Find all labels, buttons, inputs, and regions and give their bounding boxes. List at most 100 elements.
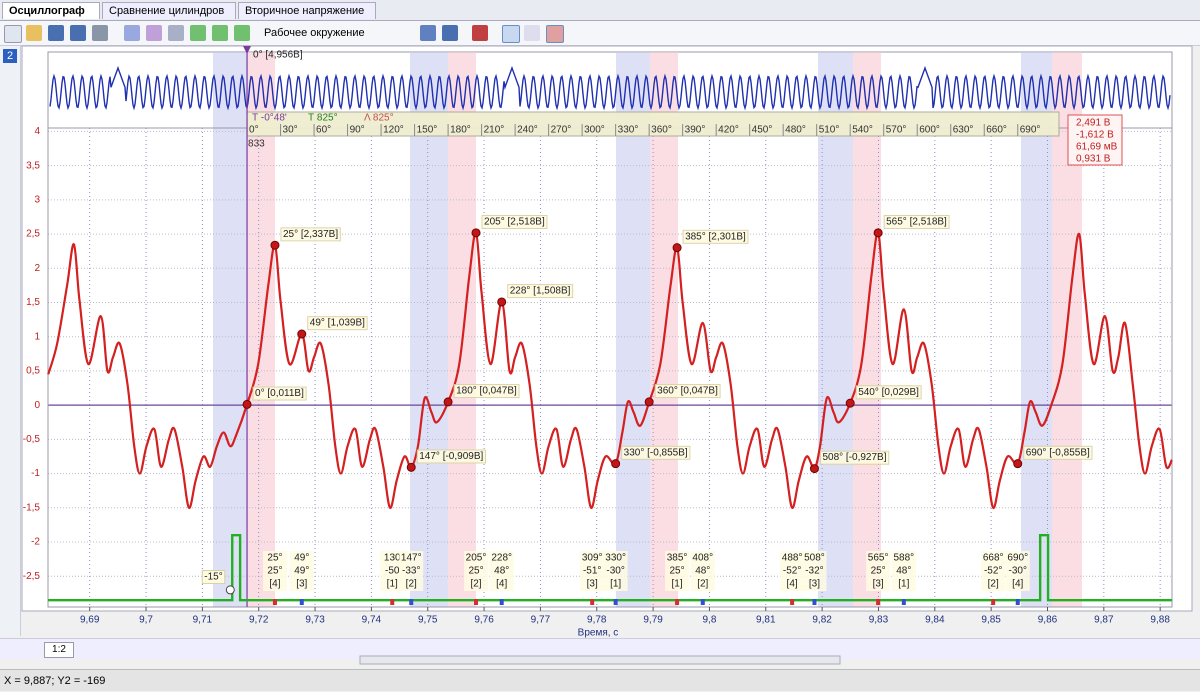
tool-button[interactable] <box>168 25 184 41</box>
zoom-level[interactable]: 1:2 <box>44 642 74 658</box>
band <box>853 52 881 607</box>
tab-bar: Осциллограф Сравнение цилиндров Вторично… <box>0 0 1200 21</box>
cylinder-label: 130 <box>384 553 401 564</box>
cylinder-label: 147° <box>401 553 422 564</box>
cylinder-label: [2] <box>697 579 708 590</box>
cylinder-label: 588° <box>893 553 914 564</box>
degree-tick-label: 510° <box>819 125 840 136</box>
tool-button[interactable] <box>92 25 108 41</box>
tool-button[interactable] <box>212 25 228 41</box>
marker-dot <box>497 297 507 307</box>
cylinder-label: [4] <box>269 579 280 590</box>
marker-label-bg <box>654 384 721 399</box>
cylinder-label: [2] <box>470 579 481 590</box>
tool-button[interactable] <box>124 25 140 41</box>
marker-label: 180° [0,047В] <box>456 386 517 397</box>
marker-label: 147° [-0,909В] <box>419 451 483 462</box>
cylinder-label: 488° <box>782 553 803 564</box>
cylinder-tick <box>991 599 996 605</box>
cylinder-label-bg <box>802 551 827 591</box>
degree-tick-label: 150° <box>417 125 438 136</box>
y-tick-label: 1,5 <box>26 297 40 308</box>
cylinder-label-bg <box>262 551 287 591</box>
marker-label: 228° [1,508В] <box>510 286 571 297</box>
side-toolbar: 2 <box>0 46 21 636</box>
y-tick-label: -1 <box>31 468 40 479</box>
marker-dot <box>672 243 682 253</box>
tool-button[interactable] <box>26 25 42 41</box>
cylinder-label: -30° <box>1009 566 1027 577</box>
marker-dot <box>443 397 453 407</box>
cylinder-tick <box>613 599 618 605</box>
tool-button[interactable] <box>70 25 86 41</box>
x-tick-label: 9,7 <box>139 615 153 626</box>
marker-dot <box>611 459 621 469</box>
tool-button[interactable] <box>502 25 520 43</box>
cylinder-label: [1] <box>672 579 683 590</box>
cylinder-label-bg <box>866 551 891 591</box>
marker-label-bg <box>507 284 574 299</box>
tab[interactable]: Осциллограф <box>2 2 100 19</box>
degree-tick-label: 240° <box>517 125 538 136</box>
tool-button[interactable] <box>190 25 206 41</box>
x-tick-label: 9,75 <box>418 615 438 626</box>
tool-button[interactable] <box>524 25 540 41</box>
y-tick-label: -2 <box>31 537 40 548</box>
y-tick-label: -2,5 <box>23 571 41 582</box>
readout: Т -0°48' <box>252 113 287 124</box>
marker-label: 0° [0,011В] <box>255 388 304 399</box>
tab[interactable]: Сравнение цилиндров <box>102 2 236 19</box>
tool-button[interactable] <box>442 25 458 41</box>
degree-tick-label: 210° <box>484 125 505 136</box>
cylinder-label-bg <box>780 551 805 591</box>
x-tick-label: 9,84 <box>925 615 945 626</box>
x-tick-label: 9,83 <box>869 615 889 626</box>
cylinder-tick <box>812 599 817 605</box>
tool-button[interactable] <box>4 25 22 43</box>
green-marker-label: -15° <box>204 572 222 583</box>
tool-button[interactable] <box>472 25 488 41</box>
cylinder-tick <box>409 599 414 605</box>
marker-label: 205° [2,518В] <box>484 216 545 227</box>
oscillogram: 4 3,5 3 2,5 2 1,5 1 0,5 0 -0,5 -1 -1,5 -2 -2,5 9,69 9,7… <box>21 45 1193 665</box>
tool-button[interactable] <box>234 25 250 41</box>
cylinder-label: [3] <box>809 579 820 590</box>
channel-badge[interactable]: 2 <box>3 49 17 63</box>
x-tick-label: 9,69 <box>80 615 100 626</box>
cylinder-label: 508° <box>804 553 825 564</box>
y-tick-label: 3,5 <box>26 160 40 171</box>
cylinder-label: 25° <box>670 566 685 577</box>
tool-button[interactable] <box>420 25 436 41</box>
degree-tick-label: 420° <box>718 125 739 136</box>
marker-label: 49° [1,039В] <box>310 318 365 329</box>
cylinder-tick <box>876 599 881 605</box>
tool-button[interactable] <box>146 25 162 41</box>
cylinder-label: [1] <box>610 579 621 590</box>
cylinder-tick <box>675 599 680 605</box>
cylinder-label: 48° <box>494 566 509 577</box>
readout: Т 825° <box>308 113 338 124</box>
marker-label-bg <box>453 384 520 399</box>
degree-bar <box>246 111 1060 137</box>
info-value: -1,612 В <box>1076 130 1114 141</box>
status-bar: X = 9,887; Y2 = -169 <box>0 669 1200 691</box>
marker-dot <box>242 399 252 409</box>
tool-button[interactable] <box>546 25 564 43</box>
tab[interactable]: Вторичное напряжение <box>238 2 376 19</box>
band <box>818 52 853 607</box>
tool-button[interactable] <box>48 25 64 41</box>
degree-tick-label: 600° <box>919 125 940 136</box>
marker-label-bg <box>621 445 691 460</box>
marker-dot <box>270 240 280 250</box>
band <box>410 52 448 607</box>
cylinder-label: 25° <box>267 566 282 577</box>
marker-label-bg <box>1023 445 1093 460</box>
x-tick-label: 9,86 <box>1038 615 1058 626</box>
cylinder-label-bg <box>399 551 424 591</box>
marker-dot <box>1013 459 1023 469</box>
x-tick-label: 9,79 <box>643 615 663 626</box>
y-tick-label: -1,5 <box>23 502 41 513</box>
workspace-dropdown[interactable]: Рабочее окружение <box>256 24 414 42</box>
cylinder-label: [3] <box>296 579 307 590</box>
scrollbar[interactable] <box>359 655 841 665</box>
